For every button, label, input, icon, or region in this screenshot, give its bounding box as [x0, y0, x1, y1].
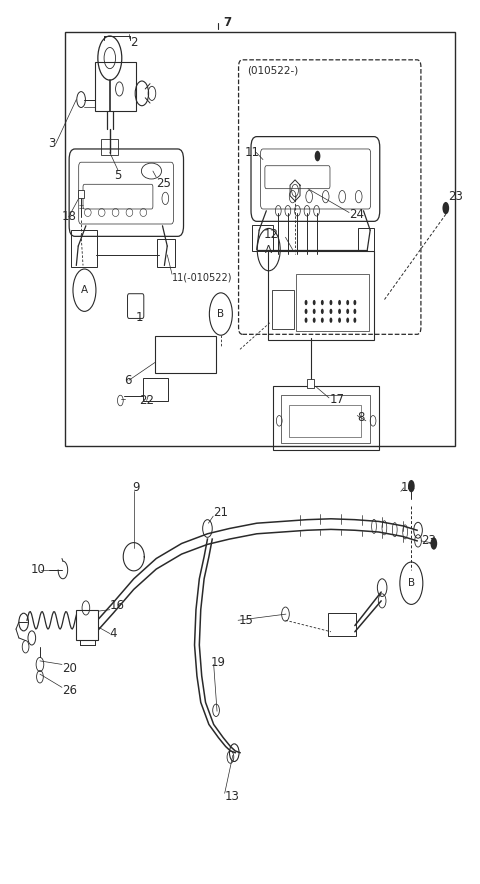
Text: 1: 1 [136, 311, 144, 324]
FancyBboxPatch shape [308, 379, 314, 388]
Text: 7: 7 [223, 16, 231, 29]
Circle shape [346, 317, 349, 323]
Circle shape [321, 300, 324, 305]
Circle shape [315, 151, 321, 161]
Text: 20: 20 [62, 662, 77, 675]
Text: 16: 16 [110, 598, 125, 612]
Text: 15: 15 [239, 613, 254, 627]
Circle shape [353, 309, 356, 314]
Text: B: B [217, 309, 225, 319]
Bar [96, 63, 136, 111]
Circle shape [305, 317, 308, 323]
Text: 8: 8 [357, 411, 365, 423]
Text: 6: 6 [124, 374, 132, 386]
Circle shape [321, 309, 324, 314]
FancyBboxPatch shape [78, 190, 84, 197]
FancyBboxPatch shape [76, 610, 98, 640]
Text: 25: 25 [156, 177, 171, 190]
Text: 4: 4 [110, 627, 117, 640]
Text: 17: 17 [330, 393, 345, 406]
Circle shape [338, 309, 341, 314]
Bar [65, 32, 456, 446]
Text: 11(-010522): 11(-010522) [172, 273, 232, 283]
Circle shape [313, 309, 316, 314]
Text: 22: 22 [140, 394, 155, 407]
Circle shape [338, 300, 341, 305]
Bar [143, 378, 168, 401]
Text: A: A [265, 245, 272, 255]
Circle shape [329, 317, 332, 323]
Text: 24: 24 [349, 208, 364, 221]
Text: 10: 10 [30, 563, 45, 576]
Text: 9: 9 [132, 482, 140, 494]
Text: 5: 5 [115, 169, 122, 182]
Circle shape [353, 317, 356, 323]
Bar [155, 336, 216, 373]
Text: 3: 3 [48, 137, 56, 150]
Text: B: B [408, 578, 415, 588]
Text: 23: 23 [448, 190, 463, 203]
Circle shape [305, 309, 308, 314]
Text: 14: 14 [401, 482, 416, 494]
Text: 21: 21 [213, 507, 228, 519]
Circle shape [329, 300, 332, 305]
Text: 12: 12 [264, 228, 278, 241]
Circle shape [443, 202, 449, 214]
Circle shape [329, 309, 332, 314]
Bar [101, 140, 118, 156]
Text: 26: 26 [62, 684, 77, 697]
Circle shape [313, 317, 316, 323]
Circle shape [346, 300, 349, 305]
Text: 23: 23 [421, 534, 436, 547]
Text: 2: 2 [130, 35, 137, 49]
Circle shape [338, 317, 341, 323]
Text: 13: 13 [225, 790, 240, 804]
Text: 18: 18 [62, 210, 77, 224]
Circle shape [431, 537, 437, 550]
Circle shape [408, 480, 415, 492]
Text: 19: 19 [210, 656, 225, 669]
Text: (010522-): (010522-) [247, 65, 298, 75]
Text: 11: 11 [245, 146, 260, 159]
Circle shape [305, 300, 308, 305]
Circle shape [346, 309, 349, 314]
Circle shape [313, 300, 316, 305]
Text: A: A [81, 286, 88, 295]
Circle shape [353, 300, 356, 305]
Circle shape [321, 317, 324, 323]
